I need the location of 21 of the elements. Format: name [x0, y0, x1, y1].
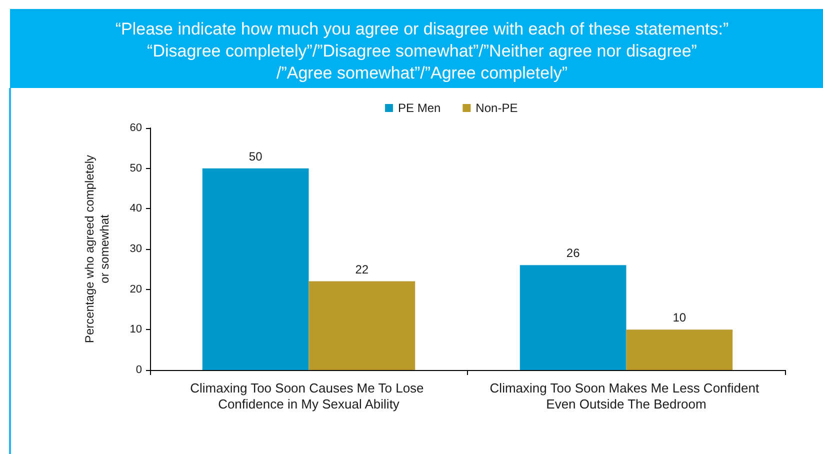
legend-label: Non-PE — [476, 101, 518, 115]
y-tick-label: 20 — [130, 283, 142, 296]
bar — [202, 168, 309, 370]
data-label: 22 — [355, 262, 369, 276]
legend-label: PE Men — [398, 101, 441, 115]
y-tick-label: 0 — [136, 364, 142, 376]
y-tick-label: 30 — [130, 243, 142, 255]
chart-title: “Please indicate how much you agree or disagree with each of these statements:” “Disagree completely”/”Disagree somewhat”/”Neither agree nor disagree” /”Agree somewhat”/”Agree completely” — [115, 20, 729, 82]
y-axis-title: Percentage who agreed completely or somewhat — [82, 154, 112, 344]
y-tick-label: 50 — [130, 162, 142, 174]
bar — [308, 281, 416, 370]
data-label: 50 — [248, 149, 263, 164]
bar — [520, 265, 626, 370]
data-label: 10 — [672, 310, 686, 325]
y-tick-label: 10 — [130, 324, 142, 336]
bar — [626, 330, 733, 370]
x-tick-label: Climaxing Too Soon Causes Me To Lose Confidence in My Sexual Ability — [190, 380, 428, 412]
y-tick-label: 40 — [130, 202, 142, 215]
data-label: 26 — [566, 246, 580, 260]
y-tick-label: 60 — [130, 122, 142, 134]
x-tick-label: Climaxing Too Soon Makes Me Less Confident Even Outside The Bedroom — [490, 380, 763, 412]
